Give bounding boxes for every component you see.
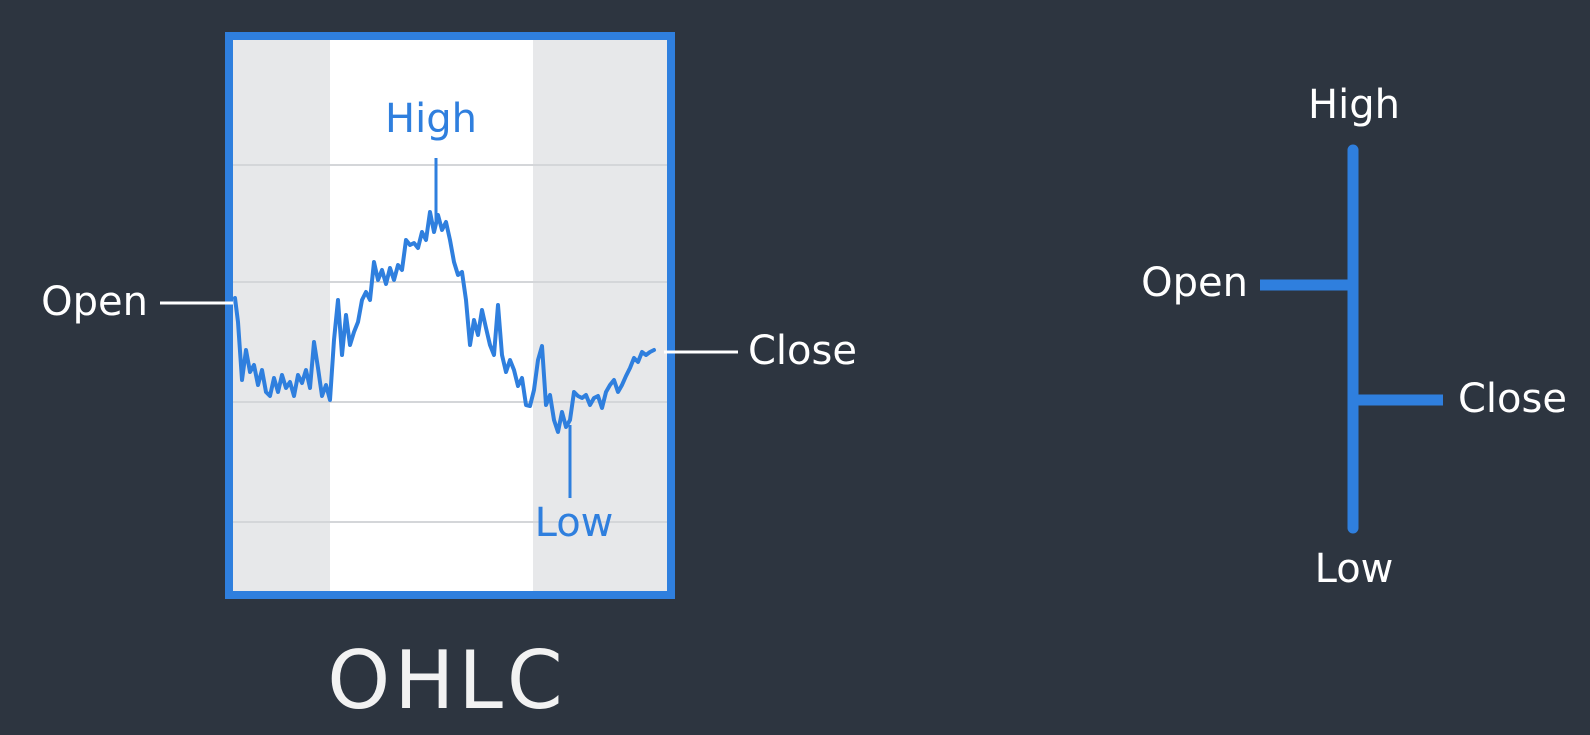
chart-gridlines <box>233 164 667 523</box>
bar-low-label: Low <box>1315 546 1394 592</box>
chart-shade-band-1 <box>233 40 330 591</box>
ohlc-chart-panel: High Low Open Close OHLC <box>41 32 857 727</box>
bar-close-label: Close <box>1458 376 1567 422</box>
chart-low-label: Low <box>535 500 614 546</box>
ohlc-bar-symbol: High Low Open Close <box>1141 82 1567 592</box>
chart-close-label: Close <box>748 328 857 374</box>
ohlc-caption: OHLC <box>327 634 567 727</box>
chart-shade-band-2 <box>533 40 667 591</box>
chart-open-label: Open <box>41 279 148 325</box>
bar-open-label: Open <box>1141 260 1248 306</box>
price-line <box>233 210 656 434</box>
chart-high-label: High <box>385 96 477 142</box>
bar-high-label: High <box>1308 82 1400 128</box>
